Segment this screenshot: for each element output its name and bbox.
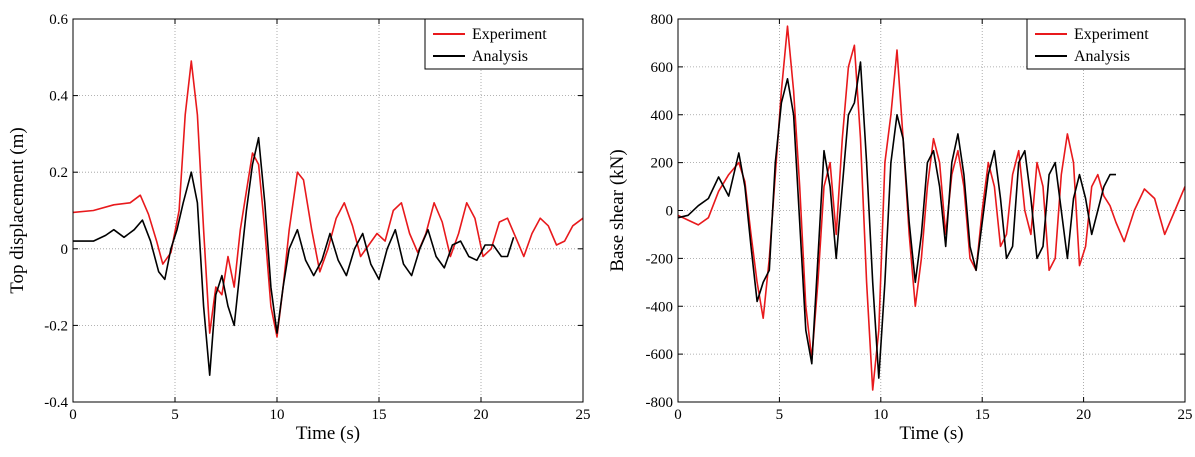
y-tick-label: 0.6: [49, 12, 68, 28]
legend-box: [424, 18, 584, 70]
x-tick-label: 10: [873, 407, 888, 423]
y-tick-label: 600: [651, 60, 674, 76]
chart-2: 0 5 10 15 20 25 -800 -600 -400 -200 0 200 400 600 800 T…: [607, 12, 1193, 444]
x-tick-label: 20: [474, 407, 489, 423]
y-tick-label: 400: [651, 108, 674, 124]
x-tick-label: 25: [576, 407, 591, 423]
y-tick-label: -800: [646, 395, 674, 411]
y-tick-label: -0.2: [44, 318, 68, 334]
plot-frame: [72, 18, 584, 403]
legend-label: Analysis: [472, 48, 528, 65]
x-tick-label: 15: [372, 407, 387, 423]
y-tick-label: -200: [646, 251, 674, 267]
plot-area: [678, 19, 1185, 402]
y-tick-label: 0: [666, 204, 674, 220]
series-line-analysis: [73, 136, 515, 377]
y-tick-label: 0.4: [49, 89, 68, 105]
y-tick-label: 200: [651, 156, 674, 172]
y-axis-label: Base shear (kN): [607, 149, 628, 271]
x-axis-label: Time (s): [899, 423, 963, 444]
y-axis-label: Top displacement (m): [7, 127, 28, 293]
y-tick-label: 0: [61, 242, 69, 258]
plot-area: [73, 19, 583, 402]
y-tick-label: -0.4: [44, 395, 68, 411]
y-tick-label: -600: [646, 347, 674, 363]
legend-label: Experiment: [1074, 26, 1149, 43]
legend-box: [1026, 18, 1186, 70]
x-tick-label: 20: [1076, 407, 1091, 423]
x-tick-label: 5: [776, 407, 784, 423]
chart-1: 0 5 10 15 20 25 -0.4 -0.2 0 0.2 0.4 0.6 Time (s) Top …: [7, 12, 591, 444]
legend-label: Analysis: [1074, 48, 1130, 65]
x-tick-label: 0: [69, 407, 77, 423]
x-tick-label: 5: [171, 407, 179, 423]
x-tick-label: 0: [674, 407, 682, 423]
x-tick-label: 15: [975, 407, 990, 423]
series-line-experiment: [72, 60, 584, 338]
series-line-analysis: [677, 61, 1116, 379]
x-tick-label: 10: [270, 407, 285, 423]
y-tick-label: 0.2: [49, 165, 68, 181]
legend-label: Experiment: [472, 26, 547, 43]
x-tick-label: 25: [1178, 407, 1193, 423]
x-axis-label: Time (s): [296, 423, 360, 444]
y-tick-label: -400: [646, 299, 674, 315]
y-tick-label: 800: [651, 12, 674, 28]
